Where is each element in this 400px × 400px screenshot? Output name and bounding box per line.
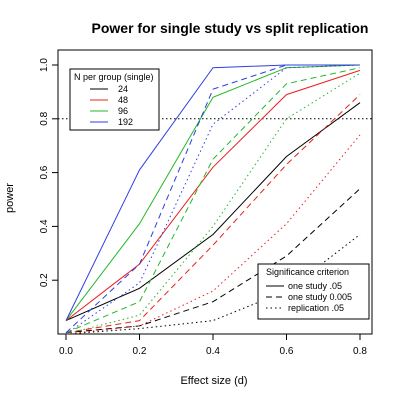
legend-criterion-box — [257, 263, 370, 320]
y-tick-label: 0.6 — [39, 165, 50, 179]
series-line-n48-dotted — [65, 134, 361, 335]
series-line-n48-dashed — [65, 94, 361, 334]
x-tick-label: 0.6 — [280, 346, 294, 357]
series-line-n24-dashed — [65, 188, 361, 334]
x-tick-label: 0.2 — [133, 346, 147, 357]
legend-n-entry: 192 — [118, 117, 133, 127]
plot-frame — [57, 49, 373, 335]
legend-n-title: N per group (single) — [74, 72, 154, 82]
legend-n-entry: 48 — [118, 95, 128, 105]
legend-criterion-entry: one study 0.005 — [288, 292, 352, 302]
series-line-n192-dotted — [65, 64, 361, 335]
series-line-n96-solid — [65, 64, 361, 321]
series-line-n192-dashed — [65, 64, 360, 334]
x-tick-label: 0.4 — [206, 346, 220, 357]
x-tick-label: 0.0 — [59, 346, 73, 357]
x-tick-label: 0.8 — [353, 346, 367, 357]
series-line-n96-dotted — [65, 72, 361, 335]
legend-n-entry: 96 — [118, 106, 128, 116]
series-line-n48-solid — [65, 69, 361, 321]
x-axis-label: Effect size (d) — [180, 375, 247, 387]
series-line-n24-solid — [65, 102, 361, 322]
y-tick-label: 0.2 — [39, 273, 50, 287]
legend-n-box — [69, 68, 160, 131]
y-tick-label: 0.4 — [39, 219, 50, 233]
plot-area: 0.0 0.2 0.4 0.6 0.8 0.2 0.4 0.6 0.8 1.0 N per grou… — [39, 49, 373, 357]
y-tick-label: 0.8 — [39, 111, 50, 125]
y-tick-label: 1.0 — [39, 58, 50, 72]
chart-title: Power for single study vs split replicat… — [92, 20, 369, 36]
series-line-n96-dashed — [65, 67, 361, 334]
legend-criterion-title: Significance criterion — [266, 267, 349, 277]
legend-criterion-entry: one study .05 — [288, 281, 342, 291]
y-axis-label: power — [4, 183, 16, 213]
legend-criterion-entry: replication .05 — [288, 303, 344, 313]
legend-n-entry: 24 — [118, 84, 128, 94]
